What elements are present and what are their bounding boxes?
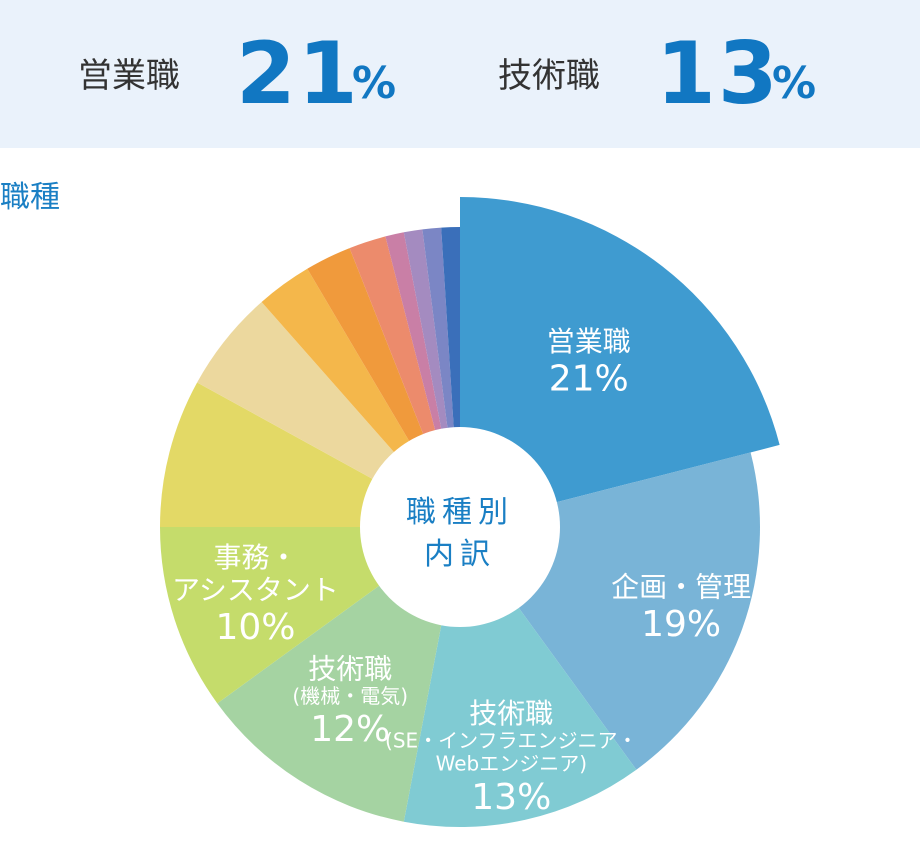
slice-label-2-line-2: Webエンジニア) <box>436 752 587 776</box>
slice-label-1-line-0: 企画・管理 <box>611 570 751 603</box>
slice-label-0-line-0: 営業職 <box>547 325 631 358</box>
slice-label-4-line-1: アシスタント <box>172 573 339 606</box>
slice-percent-4: 10% <box>215 607 295 648</box>
center-label-line-2: 内訳 <box>424 537 496 572</box>
slice-label-3-line-0: 技術職 <box>308 652 392 685</box>
pie-slice-0 <box>460 197 780 527</box>
center-label-line-1: 職種別 <box>406 495 514 530</box>
sales-stat-value: 21 <box>236 24 360 124</box>
engineering-stat-label: 技術職 <box>498 56 600 96</box>
slice-label-2-line-1: (SE・インフラエンジニア・ <box>385 729 638 753</box>
slice-percent-0: 21% <box>549 359 629 400</box>
engineering-stat-unit: % <box>772 58 817 109</box>
slice-percent-1: 19% <box>641 604 721 645</box>
slice-labels: 営業職21%企画・管理19%技術職(SE・インフラエンジニア・Webエンジニア)… <box>172 325 751 818</box>
section-title: 職種 <box>0 180 60 215</box>
summary-banner: 営業職 21 % 技術職 13 % <box>0 0 920 148</box>
sales-stat-unit: % <box>352 58 397 109</box>
slice-label-2-line-0: 技術職 <box>469 697 553 730</box>
engineering-stat-value: 13 <box>656 24 780 124</box>
slice-label-4-line-0: 事務・ <box>213 541 297 574</box>
donut-hole <box>360 427 560 627</box>
slice-percent-3: 12% <box>310 709 390 750</box>
slice-percent-2: 13% <box>471 777 551 818</box>
slice-label-3-line-1: (機械・電気) <box>292 684 408 708</box>
sales-stat-label: 営業職 <box>78 56 180 96</box>
